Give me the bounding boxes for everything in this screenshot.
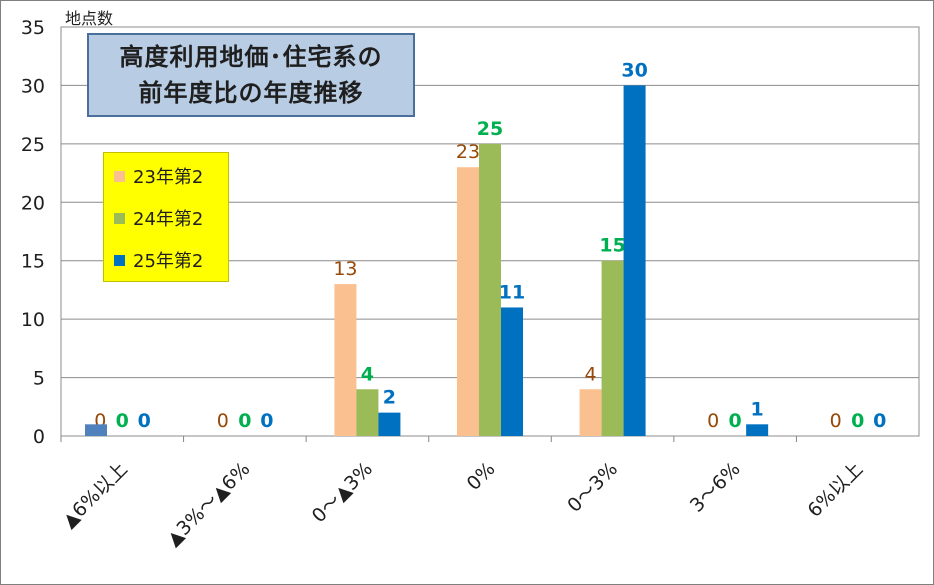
data-label-0-3: 23 [456, 141, 480, 163]
data-label-1-6: 0 [851, 410, 864, 432]
data-label-1-0: 0 [116, 410, 129, 432]
bar-1-3 [479, 143, 501, 436]
y-tick-label-0: 0 [33, 426, 45, 448]
x-tick-label-1: ▲3%～▲6% [162, 458, 254, 550]
chart-title-line-1: 高度利用地価･住宅系の [119, 43, 383, 71]
legend: 23年第2 24年第2 25年第2 [103, 152, 229, 282]
bar-0-3 [457, 167, 479, 436]
legend-item-24: 24年第2 [114, 205, 203, 231]
legend-item-23: 23年第2 [114, 163, 203, 189]
bar-1-2 [356, 389, 379, 436]
legend-swatch-23 [114, 170, 125, 182]
data-label-0-5: 0 [707, 410, 719, 432]
x-tick-label-6: 6%以上 [803, 458, 867, 522]
bar-extra [85, 424, 107, 436]
bar-1-4 [601, 260, 624, 436]
data-label-2-1: 0 [260, 410, 273, 432]
y-tick-label-5: 5 [33, 368, 45, 390]
data-label-1-3: 25 [477, 118, 503, 140]
y-tick-label-15: 15 [21, 251, 45, 273]
legend-label-23: 23年第2 [133, 167, 204, 188]
x-tick-label-4: 0～3% [563, 458, 622, 517]
chart-title-line-2: 前年度比の年度推移 [138, 79, 364, 107]
y-tick-label-20: 20 [21, 192, 45, 214]
bar-2-2 [378, 412, 401, 436]
x-tick-label-2: 0～▲3% [308, 458, 377, 527]
y-tick-label-10: 10 [21, 309, 45, 331]
data-label-2-3: 11 [499, 281, 525, 303]
bar-2-3 [501, 307, 523, 436]
data-label-2-2: 2 [383, 387, 396, 409]
y-axis-title: 地点数 [65, 9, 113, 28]
bar-0-2 [334, 284, 357, 436]
data-label-2-6: 0 [873, 410, 886, 432]
y-tick-label-35: 35 [21, 17, 45, 39]
data-label-0-6: 0 [830, 410, 842, 432]
data-label-0-2: 13 [333, 258, 357, 280]
x-tick-label-5: 3～6% [686, 458, 745, 517]
legend-item-25: 25年第2 [114, 247, 203, 273]
bar-0-4 [579, 389, 602, 436]
x-tick-label-3: 0% [463, 458, 500, 495]
legend-label-24: 24年第2 [133, 209, 204, 230]
data-label-1-1: 0 [238, 410, 251, 432]
legend-swatch-25 [114, 254, 125, 266]
data-label-1-5: 0 [729, 410, 742, 432]
data-label-2-0: 0 [138, 410, 151, 432]
y-tick-label-25: 25 [21, 134, 45, 156]
chart-title-box: 高度利用地価･住宅系の 前年度比の年度推移 [87, 33, 415, 117]
legend-label-25: 25年第2 [133, 251, 204, 272]
bar-2-5 [746, 424, 769, 436]
data-label-0-1: 0 [217, 410, 229, 432]
data-label-1-2: 4 [361, 363, 374, 385]
bar-2-4 [623, 85, 646, 436]
y-tick-label-30: 30 [21, 75, 45, 97]
data-label-2-5: 1 [751, 398, 764, 420]
x-tick-label-0: ▲6%以上 [58, 458, 132, 532]
data-label-0-4: 4 [585, 363, 597, 385]
data-label-2-4: 30 [621, 59, 647, 81]
data-label-1-4: 15 [599, 235, 625, 257]
legend-swatch-24 [114, 212, 125, 224]
